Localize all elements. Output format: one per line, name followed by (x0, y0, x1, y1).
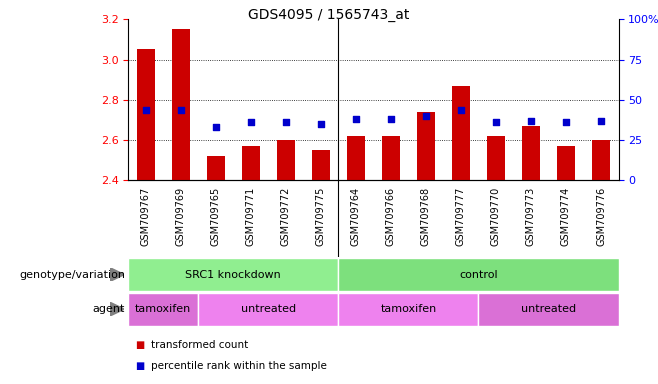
Bar (277, 140, 295, 180)
Polygon shape (110, 302, 124, 316)
Bar (487, 136, 505, 180)
Text: SRC1 knockdown: SRC1 knockdown (186, 270, 281, 280)
Text: GDS4095 / 1565743_at: GDS4095 / 1565743_at (248, 8, 410, 22)
Text: agent: agent (93, 304, 125, 314)
Bar (417, 112, 435, 180)
Point (561, 119, 571, 126)
Point (456, 106, 467, 113)
Bar (128, 293, 198, 326)
Text: GSM709764: GSM709764 (351, 187, 361, 246)
Point (491, 119, 501, 126)
Point (420, 113, 431, 119)
Bar (347, 136, 365, 180)
Text: GSM709767: GSM709767 (141, 187, 151, 246)
Bar (557, 146, 574, 180)
Bar (207, 156, 224, 180)
Text: GSM709770: GSM709770 (491, 187, 501, 246)
Text: untreated: untreated (241, 304, 296, 314)
Bar (312, 150, 330, 180)
Point (351, 116, 361, 122)
Bar (382, 136, 399, 180)
Text: GSM709768: GSM709768 (421, 187, 431, 246)
Bar (592, 140, 610, 180)
Text: GSM709772: GSM709772 (281, 187, 291, 246)
Point (316, 121, 326, 127)
Text: GSM709774: GSM709774 (561, 187, 571, 246)
Bar (522, 126, 540, 180)
Point (211, 124, 221, 130)
Text: GSM709776: GSM709776 (596, 187, 606, 246)
Text: GSM709766: GSM709766 (386, 187, 396, 246)
Bar (198, 293, 338, 326)
Text: GSM709773: GSM709773 (526, 187, 536, 246)
Bar (452, 86, 470, 180)
Text: genotype/variation: genotype/variation (19, 270, 125, 280)
Bar (242, 146, 260, 180)
Point (386, 116, 396, 122)
Text: percentile rank within the sample: percentile rank within the sample (151, 361, 327, 371)
Text: tamoxifen: tamoxifen (135, 304, 191, 314)
Point (280, 119, 291, 126)
Polygon shape (110, 268, 124, 281)
Text: transformed count: transformed count (151, 340, 249, 350)
Bar (172, 29, 190, 180)
Text: tamoxifen: tamoxifen (380, 304, 436, 314)
Text: GSM709771: GSM709771 (246, 187, 256, 246)
Text: ■: ■ (135, 361, 144, 371)
Point (245, 119, 256, 126)
Text: control: control (459, 270, 497, 280)
Bar (338, 258, 619, 291)
Bar (338, 293, 478, 326)
Point (526, 118, 536, 124)
Text: GSM709769: GSM709769 (176, 187, 186, 246)
Text: GSM709775: GSM709775 (316, 187, 326, 246)
Point (176, 106, 186, 113)
Point (141, 106, 151, 113)
Text: GSM709765: GSM709765 (211, 187, 221, 246)
Point (595, 118, 606, 124)
Text: ■: ■ (135, 340, 144, 350)
Text: untreated: untreated (521, 304, 576, 314)
Bar (478, 293, 619, 326)
Text: GSM709777: GSM709777 (456, 187, 466, 246)
Bar (137, 50, 155, 180)
Bar (128, 258, 338, 291)
